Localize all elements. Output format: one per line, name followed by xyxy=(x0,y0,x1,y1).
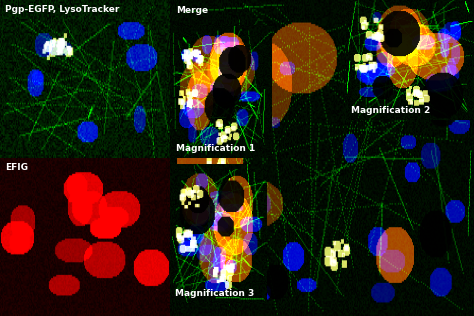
Text: 3: 3 xyxy=(380,73,387,83)
Bar xyxy=(282,0,339,76)
Text: Merge: Merge xyxy=(176,6,208,15)
Text: Magnification 3: Magnification 3 xyxy=(175,289,255,298)
Text: Pgp-EGFP, LysoTracker: Pgp-EGFP, LysoTracker xyxy=(5,5,119,14)
Text: 50 μm: 50 μm xyxy=(401,298,428,307)
Bar xyxy=(187,126,232,183)
Text: EFIG: EFIG xyxy=(5,163,28,172)
Bar xyxy=(341,70,389,139)
Text: Magnification 2: Magnification 2 xyxy=(351,106,430,115)
Text: 2: 2 xyxy=(330,3,337,13)
Text: Magnification 1: Magnification 1 xyxy=(175,144,255,153)
Text: 1: 1 xyxy=(224,130,230,140)
